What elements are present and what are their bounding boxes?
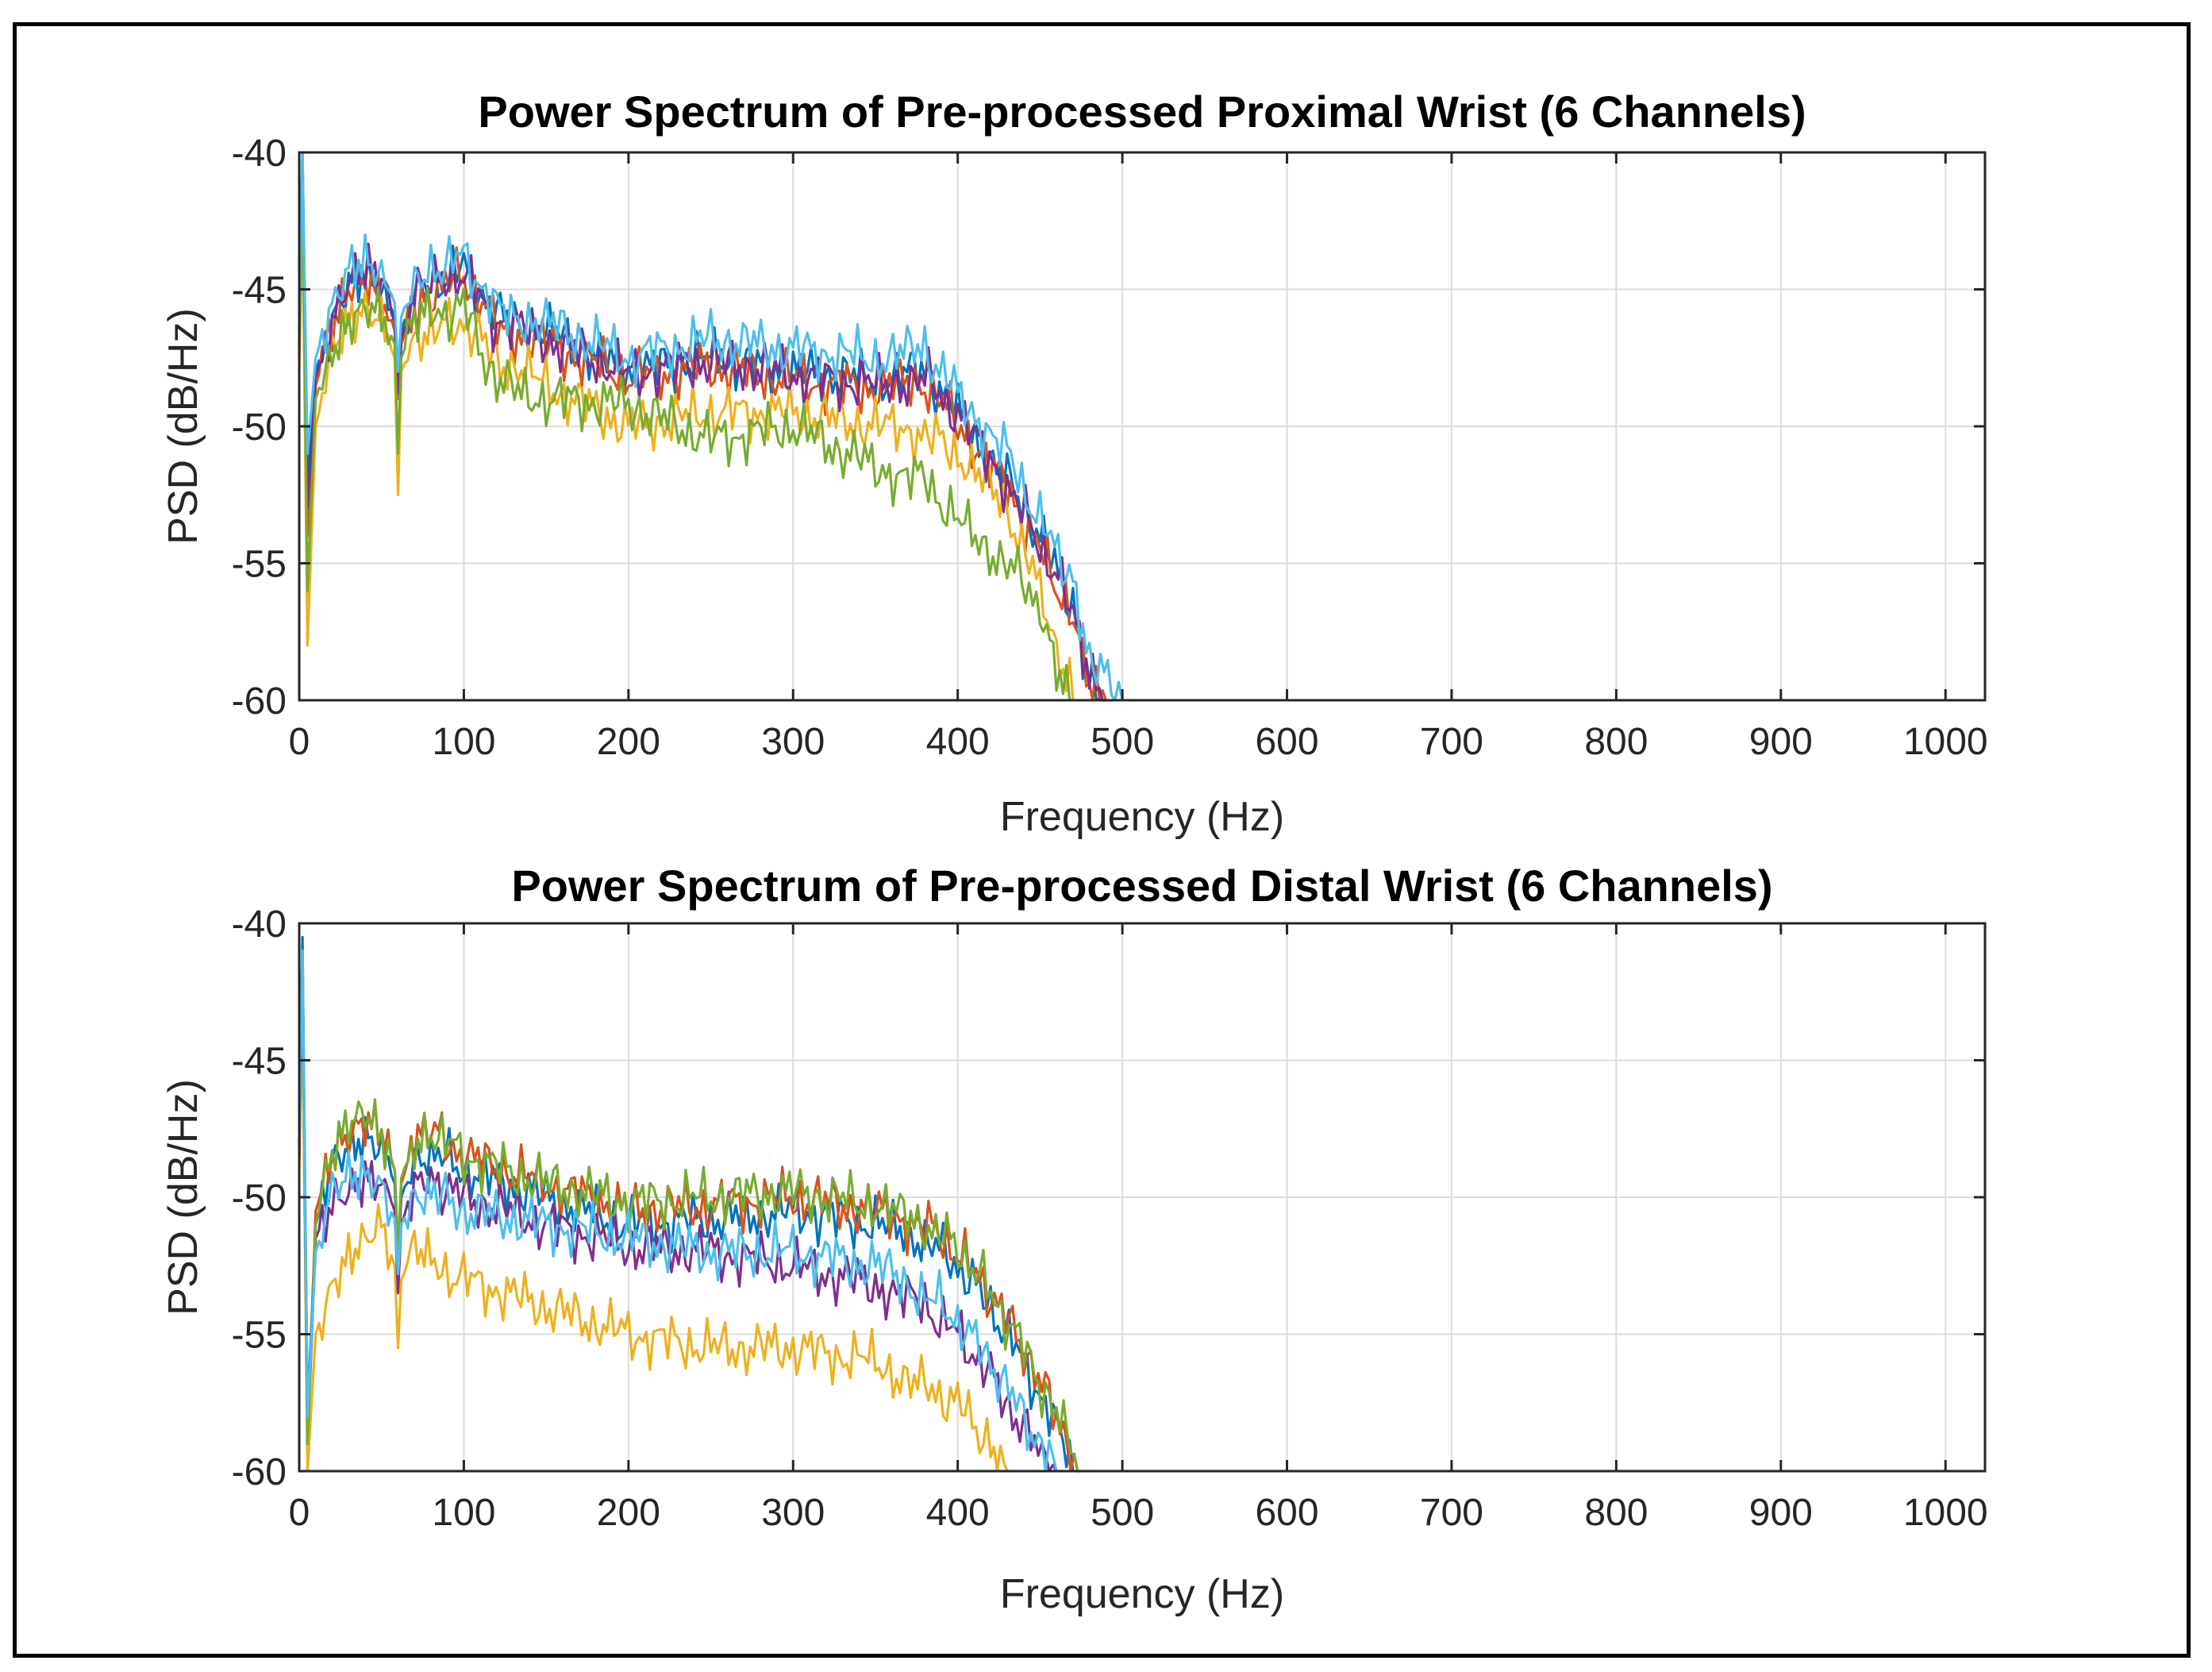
x-tick-label: 400: [926, 1492, 990, 1534]
chart-title-distal: Power Spectrum of Pre-processed Distal W…: [511, 861, 1772, 911]
x-tick-label: 100: [432, 1492, 495, 1534]
x-tick-label: 900: [1749, 1492, 1813, 1534]
y-axis-label-distal: PSD (dB/Hz): [160, 1079, 206, 1316]
y-tick-label: -55: [232, 544, 287, 586]
x-tick-label: 200: [597, 1492, 660, 1534]
y-tick-label: -45: [232, 1041, 287, 1083]
chart-title-proximal: Power Spectrum of Pre-processed Proximal…: [478, 87, 1806, 137]
x-tick-label: 400: [926, 721, 990, 763]
x-axis-label-proximal: Frequency (Hz): [1000, 794, 1284, 840]
x-tick-label: 300: [761, 721, 825, 763]
x-tick-label: 100: [432, 721, 495, 763]
y-tick-label: -50: [232, 1177, 287, 1219]
series-line-6: [298, 949, 1058, 1473]
y-tick-label: -50: [232, 406, 287, 449]
y-tick-label: -55: [232, 1315, 287, 1357]
x-tick-label: 800: [1584, 1492, 1648, 1534]
x-tick-label: 600: [1255, 1492, 1318, 1534]
x-tick-label: 1000: [1903, 1492, 1988, 1534]
series-line-6: [298, 151, 1124, 702]
x-tick-label: 1000: [1903, 721, 1988, 763]
series-line-5: [298, 949, 1082, 1473]
x-tick-label: 600: [1255, 721, 1318, 763]
y-tick-label: -60: [232, 680, 287, 722]
proximal-wrist-plot: 0 100 200 300 400 500 600 700 800 900 1000 -60 -55 -5…: [160, 87, 1988, 840]
x-axis-label-distal: Frequency (Hz): [1000, 1571, 1284, 1617]
x-tick-label: 700: [1420, 1492, 1483, 1534]
ticks-distal: 0 100 200 300 400 500 600 700 800 900 1000 -60 -55 -5…: [232, 903, 1988, 1534]
series-line-5: [298, 178, 1073, 702]
series-line-3: [298, 206, 1075, 701]
series-distal: [298, 935, 1082, 1473]
ticks-proximal: 0 100 200 300 400 500 600 700 800 900 1000 -60 -55 -5…: [232, 133, 1988, 763]
y-tick-label: -40: [232, 903, 287, 946]
x-tick-label: 800: [1584, 721, 1648, 763]
distal-wrist-plot: 0 100 200 300 400 500 600 700 800 900 1000 -60 -55 -5…: [160, 861, 1988, 1617]
x-tick-label: 500: [1091, 1492, 1154, 1534]
series-proximal: [298, 151, 1124, 702]
x-tick-label: 0: [289, 721, 310, 763]
x-tick-label: 200: [597, 721, 660, 763]
x-tick-label: 900: [1749, 721, 1813, 763]
x-tick-label: 0: [289, 1492, 310, 1534]
x-tick-label: 700: [1420, 721, 1483, 763]
y-tick-label: -45: [232, 270, 287, 312]
x-tick-label: 300: [761, 1492, 825, 1534]
series-line-3: [298, 1004, 1009, 1473]
y-axis-label-proximal: PSD (dB/Hz): [160, 308, 206, 545]
y-tick-label: -60: [232, 1451, 287, 1493]
x-tick-label: 500: [1091, 721, 1154, 763]
y-tick-label: -40: [232, 133, 287, 175]
